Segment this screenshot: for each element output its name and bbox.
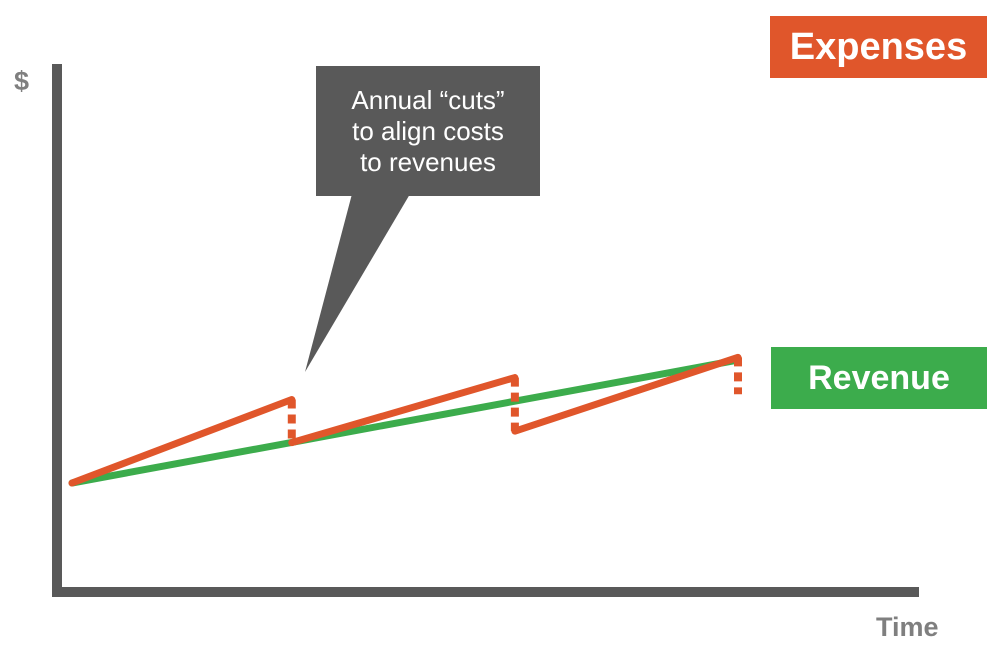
callout-line: to align costs — [352, 115, 504, 146]
callout-box — [316, 66, 540, 196]
callout-line: Annual “cuts” — [351, 84, 505, 115]
expense-line-segment — [68, 396, 296, 487]
callout-line: to revenues — [360, 146, 496, 177]
legend-revenue-label: Revenue — [771, 347, 987, 409]
expense-line-segment — [511, 353, 742, 435]
revenue-line — [68, 356, 742, 487]
x-axis-label: Time — [876, 612, 939, 642]
callout-text: Annual “cuts” to align costs to revenues — [316, 66, 540, 196]
expense-line-segment — [288, 374, 519, 447]
callout-pointer — [305, 194, 410, 372]
y-axis-label: $ — [14, 66, 30, 96]
legend-expenses-label: Expenses — [770, 16, 987, 78]
